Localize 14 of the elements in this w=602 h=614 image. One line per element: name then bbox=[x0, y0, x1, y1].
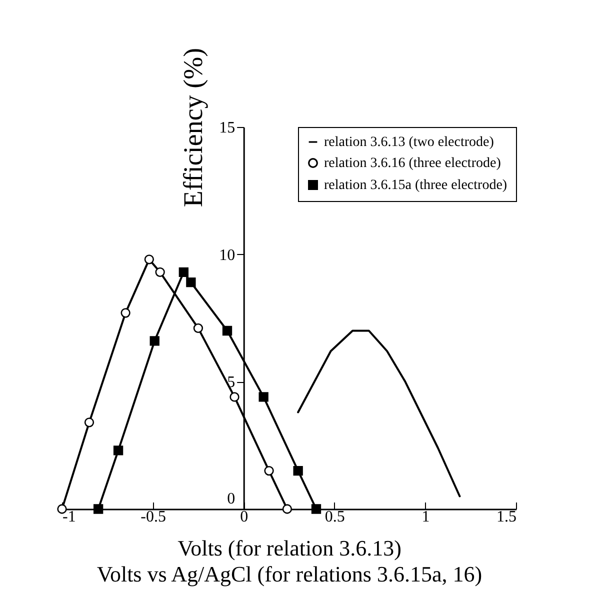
x-tick-label: 0.5 bbox=[324, 508, 345, 526]
legend-label: relation 3.6.13 (two electrode) bbox=[324, 135, 494, 150]
legend-label: relation 3.6.15a (three electrode) bbox=[324, 178, 508, 193]
y-tick-label: 10 bbox=[219, 246, 236, 264]
x-tick-label: 0 bbox=[240, 508, 248, 526]
x-tick-label: -0.5 bbox=[140, 508, 166, 526]
x-tick-label: 1 bbox=[422, 508, 430, 526]
x-tick-label: -1 bbox=[62, 508, 76, 526]
y-tick-label: 0 bbox=[227, 490, 236, 508]
legend-label: relation 3.6.16 (three electrode) bbox=[324, 156, 502, 171]
y-axis-title: Efficiency (%) bbox=[178, 48, 208, 208]
x-axis-title: Volts (for relation 3.6.13) Volts vs Ag/AgCl (for relations 3.6.15a, 16) bbox=[96, 536, 482, 586]
y-tick-label: 15 bbox=[219, 120, 236, 136]
x-tick-label: 1.5 bbox=[496, 508, 516, 526]
